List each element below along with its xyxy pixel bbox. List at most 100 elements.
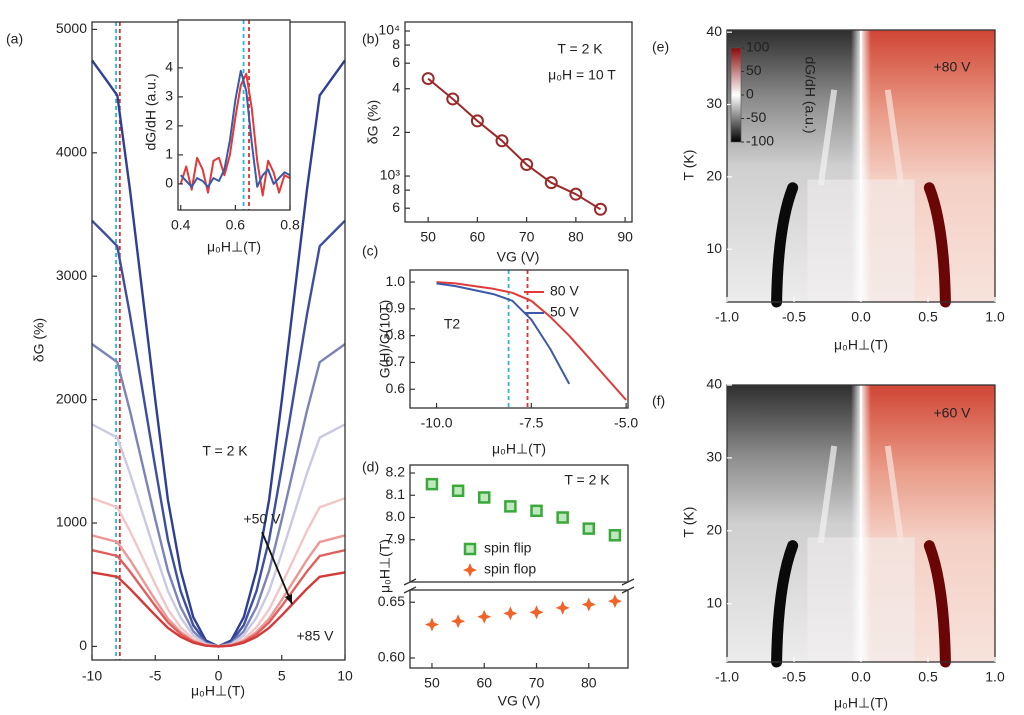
marker [463, 563, 477, 577]
y-tick-label: 10 [706, 240, 722, 256]
x-axis-label: VG (V) [498, 693, 541, 709]
annotation: T = 2 K [557, 41, 603, 57]
x-tick-label: -10.0 [421, 415, 453, 431]
arrow-head [284, 594, 293, 604]
colorbar-tick-label: 50 [746, 62, 762, 78]
axes-frame [409, 464, 629, 583]
x-tick-label: 0.6 [226, 217, 246, 233]
heatmap-ridge [771, 182, 799, 308]
colorbar-tick-label: -100 [746, 133, 774, 149]
marker [503, 606, 518, 621]
annotation: +60 V [934, 405, 972, 421]
heatmap-ridge [923, 540, 951, 668]
legend-label: 50 V [550, 304, 579, 320]
y-tick-label: 8.2 [386, 464, 406, 480]
legend-label: 80 V [550, 283, 579, 299]
colorbar-tick-label: 0 [746, 86, 754, 102]
y-tick-label: 0.60 [378, 649, 405, 665]
y-tick-label: 0.6 [386, 380, 406, 396]
x-tick-label: -0.5 [782, 309, 806, 325]
y-tick-label: 0.8 [386, 326, 406, 342]
marker [477, 491, 491, 504]
x-axis-label: μ₀H⊥(T) [191, 683, 245, 699]
heatmap-feature [817, 89, 838, 186]
x-tick-label: -5.0 [614, 415, 638, 431]
y-tick-label: 8 [392, 36, 400, 52]
axes-frame [404, 21, 633, 223]
series-line [179, 72, 291, 197]
x-tick-label: 10 [337, 668, 353, 684]
axis-break [403, 586, 417, 594]
x-tick-label: 1.0 [985, 669, 1005, 685]
marker [530, 504, 543, 518]
series-line [91, 571, 346, 648]
axis-break [403, 578, 417, 586]
series-line [91, 343, 346, 648]
y-axis-label: μ₀H⊥(T) [377, 539, 393, 593]
y-tick-label: 7.9 [386, 530, 406, 546]
marker [520, 158, 534, 172]
y-tick-label: 10⁴ [378, 22, 400, 38]
y-tick-label: 4000 [56, 144, 87, 160]
annotation: +85 V [297, 628, 335, 644]
annotation: μ₀H = 10 T [548, 67, 616, 83]
y-tick-label: 0 [165, 175, 173, 191]
x-tick-label: -5 [149, 668, 162, 684]
marker [446, 92, 460, 106]
legend-label: spin flip [484, 540, 532, 556]
marker [569, 187, 583, 201]
y-tick-label: 40 [706, 376, 722, 392]
y-tick-label: 2 [165, 117, 173, 133]
marker [470, 114, 484, 128]
y-axis-label: T (K) [681, 507, 697, 538]
y-tick-label: 1 [165, 146, 173, 162]
x-tick-label: 90 [617, 229, 633, 245]
marker [495, 134, 509, 148]
y-tick-label: 10 [706, 594, 722, 610]
axis-break [621, 578, 635, 586]
y-tick-label: 1000 [56, 514, 87, 530]
y-axis-label: dG/dH (a.u.) [143, 73, 159, 150]
x-tick-label: 0.8 [280, 217, 300, 233]
arrow [261, 531, 293, 605]
marker [529, 605, 544, 620]
y-tick-label: 0.9 [386, 300, 406, 316]
x-tick-label: 50 [420, 229, 436, 245]
annotation: T = 2 K [202, 443, 248, 459]
y-tick-label: 20 [706, 521, 722, 537]
y-tick-label: 8.0 [386, 508, 406, 524]
marker [504, 500, 517, 513]
x-tick-label: 60 [470, 229, 486, 245]
x-tick-label: 0.5 [918, 669, 938, 685]
x-axis-label: VG (V) [497, 249, 540, 265]
axis-break [621, 586, 635, 594]
marker [556, 511, 569, 524]
axes-frame [177, 19, 291, 211]
x-tick-label: 1.0 [985, 309, 1005, 325]
marker [424, 617, 439, 632]
marker [463, 542, 477, 556]
marker [477, 609, 492, 624]
marker [581, 597, 596, 612]
annotation: +50 V [244, 511, 282, 527]
series-line [91, 219, 346, 648]
x-tick-label: -1.0 [715, 309, 739, 325]
y-tick-label: 4 [165, 59, 173, 75]
y-tick-label: 5000 [56, 20, 87, 36]
x-tick-label: 50 [424, 675, 440, 691]
y-tick-label: 40 [706, 23, 722, 39]
y-tick-label: 2 [392, 123, 400, 139]
panel-label: (b) [362, 31, 379, 47]
y-tick-label: 30 [706, 449, 722, 465]
y-axis-label: δG (%) [31, 318, 47, 362]
heatmap-feature [884, 445, 905, 544]
x-tick-label: 70 [529, 675, 545, 691]
heatmap-ridge [771, 540, 799, 668]
panel-label: (a) [6, 31, 23, 47]
series-line [436, 281, 627, 401]
x-tick-label: -7.5 [519, 415, 543, 431]
y-tick-label: 2000 [56, 390, 87, 406]
x-tick-label: 0.5 [918, 309, 938, 325]
marker [425, 477, 439, 491]
